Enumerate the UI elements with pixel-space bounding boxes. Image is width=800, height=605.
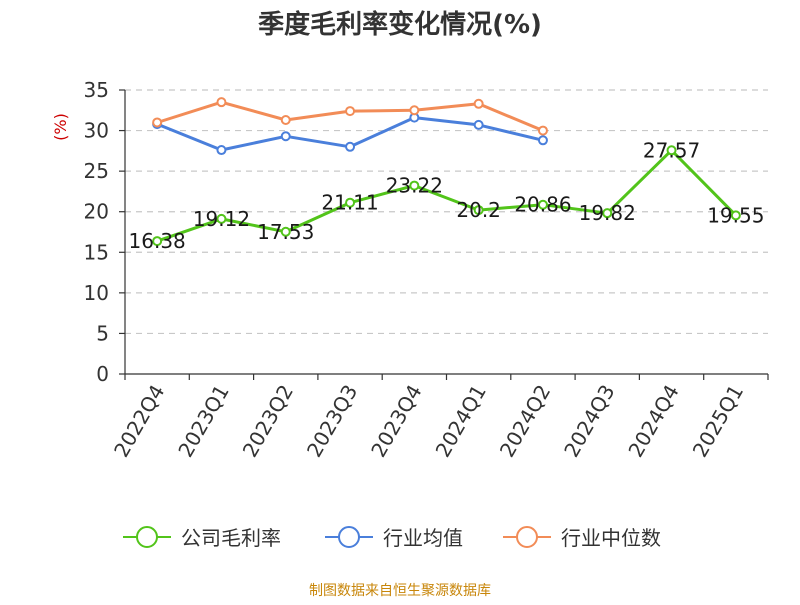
y-tick-label: 35 <box>84 78 109 102</box>
source-note: 制图数据来自恒生聚源数据库 <box>309 583 491 599</box>
series-lines <box>152 97 741 247</box>
y-tick-label: 5 <box>96 321 109 345</box>
legend-label: 行业均值 <box>383 526 463 550</box>
company-gross-margin-point[interactable] <box>409 180 420 191</box>
industry-average-point[interactable] <box>216 145 227 156</box>
company-gross-margin-point[interactable] <box>216 213 227 224</box>
company-gross-margin-point[interactable] <box>730 210 741 221</box>
y-tick-label: 30 <box>84 119 109 143</box>
industry-average-point[interactable] <box>473 119 484 130</box>
legend[interactable]: 公司毛利率 行业均值 行业中位数 <box>123 526 661 550</box>
data-label: 20.86 <box>514 193 571 217</box>
industry-average-point[interactable] <box>280 131 291 142</box>
y-tick-label: 20 <box>84 200 109 224</box>
company-gross-margin-point[interactable] <box>473 205 484 216</box>
company-gross-margin-point[interactable] <box>345 197 356 208</box>
data-label: 21.11 <box>321 191 378 215</box>
industry-median-point[interactable] <box>537 125 548 136</box>
company-gross-margin-point[interactable] <box>666 145 677 156</box>
company-gross-margin-point[interactable] <box>602 208 613 219</box>
data-labels: 16.38 19.12 17.53 21.11 23.22 20.2 20.86 19.82 2… <box>129 138 765 253</box>
data-label: 27.57 <box>643 138 700 162</box>
industry-median-point[interactable] <box>473 98 484 109</box>
data-label: 17.53 <box>257 220 314 244</box>
data-label: 19.82 <box>579 201 636 225</box>
legend-item-industry-average[interactable]: 行业均值 <box>325 526 463 550</box>
x-tick-label: 2025Q1 <box>688 381 748 462</box>
y-axis-unit: (%) <box>51 113 70 141</box>
legend-item-company-gross-margin[interactable]: 公司毛利率 <box>123 526 281 550</box>
data-label: 19.12 <box>193 207 250 231</box>
x-tick-label: 2024Q2 <box>495 381 555 462</box>
x-tick-label: 2023Q1 <box>173 381 233 462</box>
x-tick-label: 2024Q4 <box>623 381 683 462</box>
legend-swatch-marker <box>136 526 158 548</box>
legend-swatch-marker <box>516 526 538 548</box>
legend-label: 公司毛利率 <box>181 526 281 550</box>
industry-median-point[interactable] <box>345 106 356 117</box>
y-tick-label: 10 <box>84 281 109 305</box>
company-gross-margin-point[interactable] <box>280 226 291 237</box>
industry-median-point[interactable] <box>216 97 227 108</box>
x-tick-label: 2024Q3 <box>559 381 619 462</box>
industry-median-point[interactable] <box>152 117 163 128</box>
company-gross-margin-point[interactable] <box>152 236 163 247</box>
data-label: 20.2 <box>456 198 501 222</box>
industry-median-point[interactable] <box>280 115 291 126</box>
company-gross-margin-point[interactable] <box>537 199 548 210</box>
legend-label: 行业中位数 <box>561 526 661 550</box>
legend-item-industry-median[interactable]: 行业中位数 <box>503 526 661 550</box>
industry-average-point[interactable] <box>537 135 548 146</box>
y-tick-label: 15 <box>84 240 109 264</box>
x-tick-label: 2023Q3 <box>302 381 362 462</box>
legend-swatch-marker <box>338 526 360 548</box>
x-tick-label: 2024Q1 <box>431 381 491 462</box>
x-tick-label: 2023Q4 <box>366 381 426 462</box>
chart-title: 季度毛利率变化情况(%) <box>258 9 542 40</box>
data-label: 19.55 <box>707 203 764 227</box>
industry-average-point[interactable] <box>345 141 356 152</box>
x-tick-label: 2023Q2 <box>238 381 298 462</box>
grid-lines <box>125 89 768 335</box>
y-tick-label: 0 <box>96 362 109 386</box>
company-gross-margin-line <box>155 148 738 243</box>
y-tick-label: 25 <box>84 159 109 183</box>
x-tick-label: 2022Q4 <box>109 381 169 462</box>
industry-median-point[interactable] <box>409 105 420 116</box>
data-label: 23.22 <box>386 174 443 198</box>
data-label: 16.38 <box>129 229 186 253</box>
